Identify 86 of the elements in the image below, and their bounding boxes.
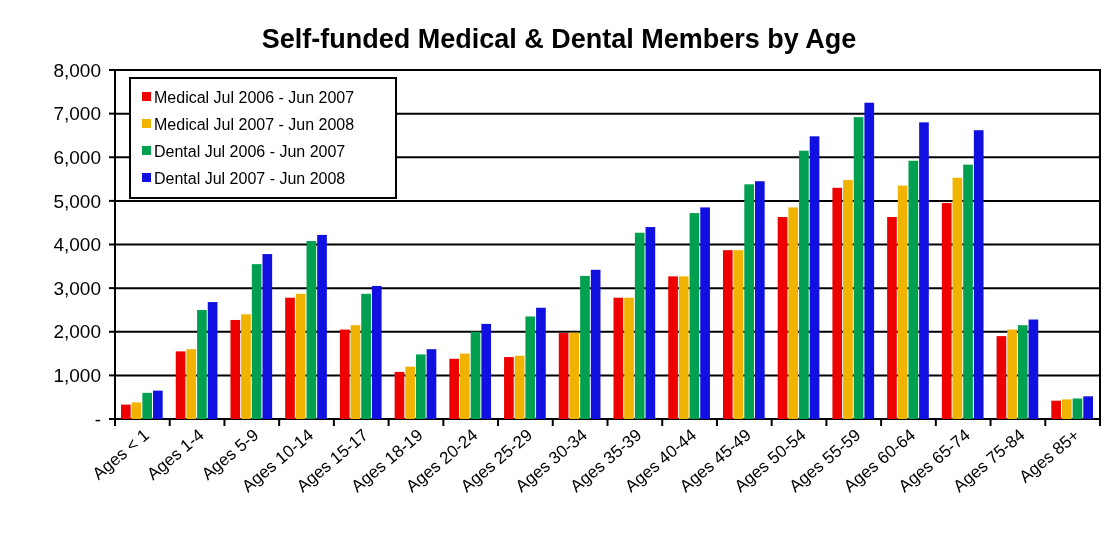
bar xyxy=(339,329,350,419)
bar xyxy=(569,332,580,419)
bar xyxy=(470,331,481,419)
y-tick-label: 5,000 xyxy=(53,190,101,212)
bar xyxy=(952,177,963,419)
y-tick-label: 4,000 xyxy=(53,234,101,256)
bar xyxy=(1028,319,1039,419)
bar xyxy=(449,358,460,419)
y-tick-label: 1,000 xyxy=(53,365,101,387)
bar xyxy=(371,285,382,419)
bar xyxy=(624,297,634,419)
legend-label: Medical Jul 2007 - Jun 2008 xyxy=(154,115,355,133)
bar xyxy=(809,136,820,419)
bar xyxy=(460,353,470,419)
bar xyxy=(897,185,908,419)
bar xyxy=(832,187,843,419)
legend-label: Dental Jul 2007 - Jun 2008 xyxy=(154,169,346,187)
bar xyxy=(514,355,525,419)
bar xyxy=(853,117,864,419)
bar xyxy=(405,366,415,419)
y-tick-label: 7,000 xyxy=(53,103,101,125)
bar xyxy=(788,207,799,419)
bar xyxy=(733,250,744,419)
bar xyxy=(481,323,492,419)
bar xyxy=(1051,400,1061,419)
bar xyxy=(306,241,317,419)
bar xyxy=(580,275,590,419)
bar xyxy=(230,319,241,419)
bar xyxy=(131,402,142,419)
y-tick-label: - xyxy=(94,408,101,430)
bar xyxy=(744,184,754,419)
bar xyxy=(1061,399,1072,419)
bar xyxy=(285,297,295,419)
bar xyxy=(963,164,973,419)
bar xyxy=(799,150,809,419)
bar xyxy=(426,349,437,419)
bar xyxy=(1072,398,1083,419)
bar xyxy=(973,130,984,419)
bar xyxy=(142,392,153,419)
bar xyxy=(1007,329,1017,419)
bar xyxy=(668,276,678,419)
bar xyxy=(525,316,536,419)
bar xyxy=(678,276,689,419)
bar xyxy=(197,309,207,419)
bar xyxy=(843,179,853,419)
y-tick-label: 3,000 xyxy=(53,277,101,299)
y-tick-label: 2,000 xyxy=(53,321,101,343)
bar xyxy=(175,351,186,419)
bar xyxy=(645,227,656,419)
bar xyxy=(864,102,875,419)
bar xyxy=(887,217,897,419)
bar xyxy=(394,371,405,419)
bar xyxy=(295,293,306,419)
y-tick-label: 6,000 xyxy=(53,146,101,168)
bar xyxy=(241,314,251,419)
bar xyxy=(1017,325,1028,419)
bar xyxy=(262,254,273,419)
bar xyxy=(361,293,371,419)
bar xyxy=(536,307,546,419)
bar xyxy=(996,336,1007,419)
bar xyxy=(908,160,919,419)
bar xyxy=(613,297,624,419)
legend-label: Dental Jul 2006 - Jun 2007 xyxy=(154,142,346,160)
bar xyxy=(415,354,426,419)
bar xyxy=(153,390,163,419)
y-tick-label: 8,000 xyxy=(53,59,101,81)
bar xyxy=(634,232,645,419)
bar xyxy=(919,122,929,419)
bar xyxy=(207,302,218,419)
bar xyxy=(722,250,733,419)
bar xyxy=(700,207,710,419)
chart-title: Self-funded Medical & Dental Members by Age xyxy=(261,24,857,54)
bar xyxy=(1083,396,1093,419)
bar xyxy=(777,217,788,419)
bar xyxy=(941,203,952,419)
bar xyxy=(754,181,765,419)
bar xyxy=(504,357,514,419)
bar xyxy=(590,269,601,419)
bar xyxy=(350,325,361,419)
bar xyxy=(251,264,262,419)
bar xyxy=(558,333,569,419)
legend-label: Medical Jul 2006 - Jun 2007 xyxy=(154,88,355,106)
bar xyxy=(317,234,327,419)
bar xyxy=(121,404,131,419)
bar xyxy=(689,213,700,419)
bar xyxy=(186,349,197,419)
